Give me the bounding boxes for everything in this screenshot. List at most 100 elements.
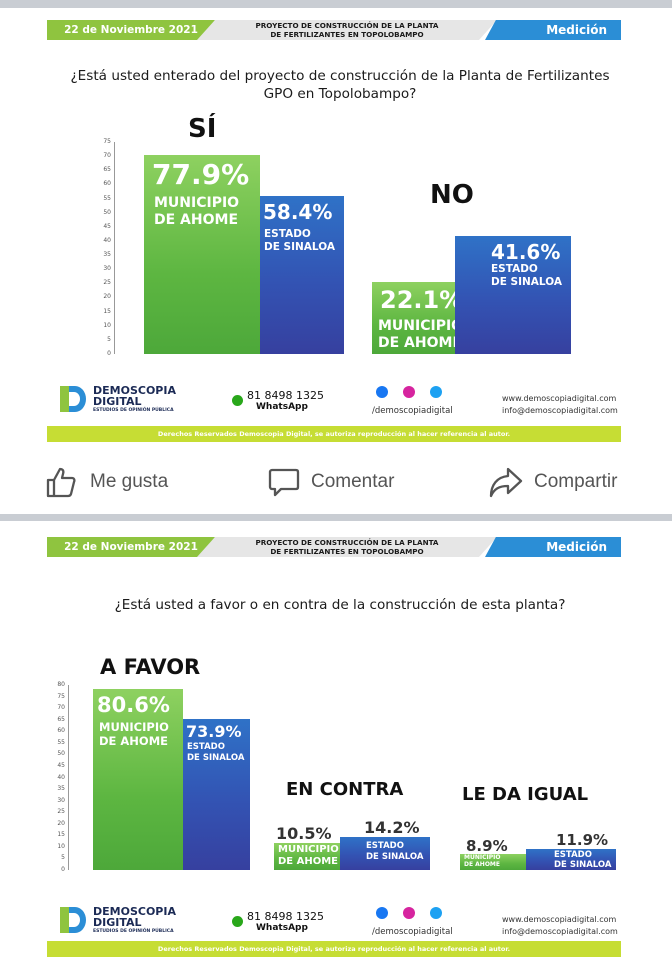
whatsapp-icon [232,395,243,406]
axis-tick-label: 50 [57,750,65,758]
comment-label: Comentar [311,471,395,492]
axis-tick-label: 55 [57,738,65,746]
bar-label: MUNICIPIO DE AHOME [154,195,240,228]
bar-contra-sinaloa: ESTADO DE SINALOA [340,837,430,870]
bar-label: ESTADO DE SINALOA [491,263,563,288]
infographic-footer: DEMOSCOPIA DIGITAL ESTUDIOS DE OPINIÓN P… [0,901,672,960]
axis-tick-label: 80 [57,681,65,688]
post-separator [0,514,672,521]
axis-tick-label: 20 [103,293,111,301]
infographic-footer: DEMOSCOPIA DIGITAL ESTUDIOS DE OPINIÓN P… [0,380,672,452]
phone-number: 81 8498 1325 [247,910,324,923]
instagram-icon [403,386,415,398]
instagram-icon [403,907,415,919]
twitter-icon [430,386,442,398]
website: www.demoscopiadigital.com [502,915,617,924]
bar-value: 80.6% [97,693,170,717]
like-button[interactable]: Me gusta [44,465,184,499]
axis-tick-label: 65 [103,166,111,174]
axis-tick-label: 0 [61,866,65,873]
facebook-icon [376,907,388,919]
y-axis: 75 70 65 60 55 50 45 40 35 30 25 20 15 10 5 0 [96,138,115,357]
bar-value: 58.4% [263,200,333,224]
email: info@demoscopiadigital.com [502,927,618,936]
bar-value: 41.6% [491,240,561,264]
bar-value: 22.1% [380,286,464,314]
bar-label: MUNICIPIO DE AHOME [278,844,339,867]
axis-tick-label: 60 [103,180,111,188]
share-button[interactable]: Compartir [488,465,638,499]
comment-button[interactable]: Comentar [267,465,417,499]
header-section: Medición [485,20,621,40]
post-card-1: 22 de Noviembre 2021 PROYECTO DE CONSTRU… [0,0,672,460]
axis-tick-label: 40 [57,773,65,781]
group-label-si: SÍ [188,114,217,144]
axis-tick-label: 45 [57,761,65,769]
bar-favor-ahome: 80.6% MUNICIPIO DE AHOME [93,689,183,870]
bar-value: 77.9% [152,158,250,191]
bar-igual-sinaloa: ESTADO DE SINALOA [526,849,616,870]
bar-value-contra-sinaloa: 14.2% [364,818,420,837]
axis-tick-label: 35 [57,785,65,793]
survey-question: ¿Está usted enterado del proyecto de con… [70,68,610,102]
header-date: 22 de Noviembre 2021 [47,20,215,40]
axis-tick-label: 10 [57,842,65,850]
bar-label: MUNICIPIO DE AHOME [99,720,169,748]
group-label-a-favor: A FAVOR [100,655,201,679]
axis-tick-label: 5 [107,335,111,343]
axis-tick-label: 65 [57,715,65,723]
axis-tick-label: 50 [103,208,111,216]
bar-favor-sinaloa: 73.9% ESTADO DE SINALOA [183,719,250,870]
bar-label: ESTADO DE SINALOA [264,228,336,253]
email: info@demoscopiadigital.com [502,406,618,415]
like-label: Me gusta [90,471,169,492]
axis-tick-label: 35 [103,251,111,259]
axis-tick-label: 70 [57,704,65,712]
share-label: Compartir [534,471,618,492]
whatsapp-label: WhatsApp [256,402,308,412]
axis-tick-label: 70 [103,152,111,160]
bar-value-igual-ahome: 8.9% [466,837,508,855]
header-section: Medición [485,537,621,557]
whatsapp-label: WhatsApp [256,923,308,933]
logo-name: DEMOSCOPIA DIGITAL [93,384,176,408]
axis-tick-label: 0 [107,350,111,357]
axis-tick-label: 40 [103,236,111,244]
bar-value-igual-sinaloa: 11.9% [556,831,609,849]
share-icon [489,467,523,498]
axis-tick-label: 20 [57,819,65,827]
bar-label: ESTADO DE SINALOA [554,850,612,870]
logo-subtitle: ESTUDIOS DE OPINIÓN PÚBLICA [93,929,174,934]
post-card-2: 22 de Noviembre 2021 PROYECTO DE CONSTRU… [0,521,672,960]
logo-name: DEMOSCOPIA DIGITAL [93,905,176,929]
axis-tick-label: 30 [103,265,111,273]
survey-question: ¿Está usted a favor o en contra de la co… [114,597,566,613]
bar-label: MUNICIPIO DE AHOME [464,854,501,868]
axis-tick-label: 15 [103,307,111,315]
social-handle: /demoscopiadigital [372,406,453,416]
phone-number: 81 8498 1325 [247,389,324,402]
rights-banner: Derechos Reservados Demoscopia Digital, … [47,941,621,957]
axis-tick-label: 25 [103,279,111,287]
bar-no-sinaloa: 41.6% ESTADO DE SINALOA [455,236,571,354]
group-label-le-da-igual: LE DA IGUAL [462,784,589,805]
top-separator [0,0,672,8]
y-axis: 80 75 70 65 60 55 50 45 40 35 30 25 20 15 10 5 0 [50,681,69,873]
thumbs-up-icon [46,467,76,498]
demoscopia-logo-icon [60,907,86,933]
bar-si-ahome: 77.9% MUNICIPIO DE AHOME [144,155,260,354]
comment-icon [268,468,300,497]
twitter-icon [430,907,442,919]
header-project: PROYECTO DE CONSTRUCCIÓN DE LA PLANTA DE… [197,20,497,40]
demoscopia-logo-icon [60,386,86,412]
axis-tick-label: 45 [103,222,111,230]
header-date: 22 de Noviembre 2021 [47,537,215,557]
post-actions: Me gusta Comentar Compartir [0,459,672,507]
infographic-header: 22 de Noviembre 2021 PROYECTO DE CONSTRU… [47,20,621,40]
website: www.demoscopiadigital.com [502,394,617,403]
facebook-icon [376,386,388,398]
bar-label: ESTADO DE SINALOA [187,742,245,763]
whatsapp-contact: 81 8498 1325 WhatsApp [232,910,324,933]
bar-value: 73.9% [186,722,242,741]
axis-tick-label: 5 [61,854,65,862]
